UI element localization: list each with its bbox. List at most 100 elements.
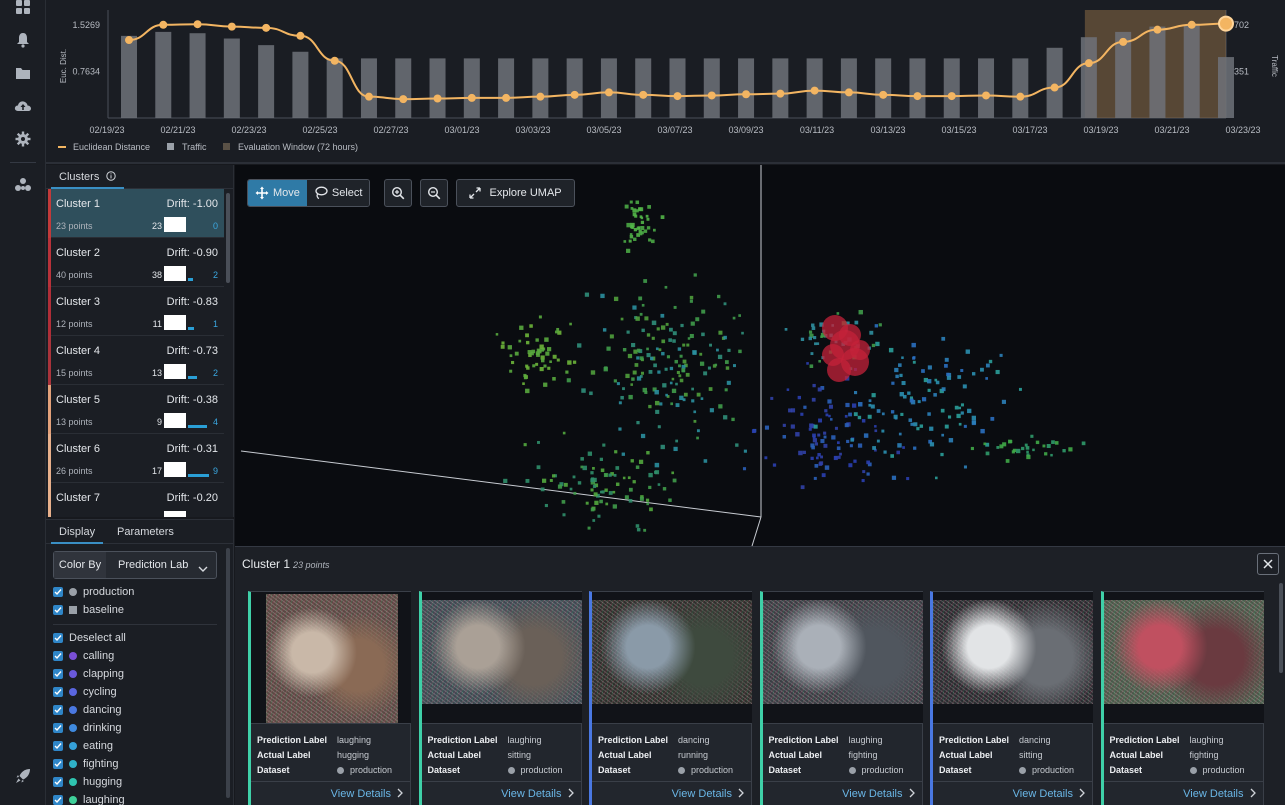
cluster-row[interactable]: Cluster 3 Drift: -0.83 12 points 11 1 [48,287,224,336]
label-checkbox[interactable]: clapping [53,666,124,682]
umap-point [940,408,945,413]
image-card[interactable]: Prediction Label laughing Actual Label figh… [759,591,923,805]
umap-point [917,400,921,404]
zoom-in-button[interactable] [384,179,413,207]
card-thumbnail[interactable] [1103,592,1264,723]
grid-icon[interactable] [13,0,33,17]
view-details-link[interactable]: View Details [1103,781,1264,805]
umap-point [639,496,644,501]
umap-point [629,200,633,204]
umap-point [661,351,665,356]
label-checkbox[interactable]: calling [53,648,114,664]
umap-point [643,229,648,233]
color-by-select[interactable]: Color By Prediction Lab [53,551,217,579]
cluster-row[interactable]: Cluster 6 Drift: -0.31 26 points 17 9 [48,434,224,483]
cluster-row[interactable]: Cluster 2 Drift: -0.90 40 points 38 2 [48,238,224,287]
cloud-upload-icon[interactable] [13,96,33,116]
cluster-row[interactable]: Cluster 1 Drift: -1.00 23 points 23 0 [48,189,224,238]
umap-point [538,315,542,319]
image-card[interactable]: Prediction Label dancing Actual Label runni… [589,591,752,805]
traffic-bar [429,58,446,118]
timeline-svg: 1.5269 0.7634 702 351 Euc. Dist. Traffic 02/19… [58,10,1279,152]
cluster-list-scrollbar[interactable] [226,193,230,283]
umap-point [631,342,636,348]
view-details-link[interactable]: View Details [421,781,582,805]
label-checkbox[interactable]: eating [53,738,113,754]
view-details-link[interactable]: View Details [762,781,923,805]
view-details-link[interactable]: View Details [933,781,1093,805]
traffic-bar [738,58,755,118]
umap-point [635,209,639,213]
image-card[interactable]: Prediction Label dancing Actual Label sitti… [930,591,1093,805]
gear-icon[interactable] [13,129,33,149]
umap-point [1026,450,1029,454]
umap-point [495,333,499,336]
view-details-link[interactable]: View Details [592,781,752,805]
card-thumbnail[interactable] [251,592,411,723]
euclidean-distance-point [296,31,305,40]
tab-clusters[interactable]: Clusters [51,165,125,190]
label-checkbox[interactable]: dancing [53,702,122,718]
cluster-row[interactable]: Cluster 4 Drift: -0.73 15 points 13 2 [48,336,224,385]
view-details-link[interactable]: View Details [251,781,411,805]
move-mode-button[interactable]: Move [248,180,307,206]
umap-point [661,339,666,344]
umap-point [724,360,729,364]
zoom-out-button[interactable] [420,179,449,207]
umap-point [557,484,563,489]
close-button[interactable] [1257,553,1279,575]
umap-point [820,332,826,338]
umap-point [980,367,984,372]
umap-point [1009,439,1013,444]
label-checkbox[interactable]: fighting [53,756,118,772]
umap-point [683,392,688,397]
umap-point [735,443,739,447]
select-mode-button[interactable]: Select [306,180,370,206]
umap-point [846,439,850,444]
umap-point [837,455,841,459]
card-thumbnail[interactable] [421,592,582,723]
label-checkbox[interactable]: laughing [53,792,125,805]
image-card[interactable]: Prediction Label laughing Actual Label figh… [1100,591,1264,805]
umap-point [869,330,874,335]
card-thumbnail[interactable] [762,592,923,723]
rocket-icon[interactable] [13,766,33,786]
umap-point [682,359,687,364]
label-checkbox[interactable]: drinking [53,720,122,736]
umap-point [800,485,805,490]
umap-canvas[interactable]: Move Select [235,165,1285,546]
explore-umap-button[interactable]: Explore UMAP [456,179,575,207]
umap-point-cloud[interactable] [235,165,1285,546]
image-card[interactable]: Prediction Label laughing Actual Label sitt… [418,591,582,805]
dataset-checkbox[interactable]: production [53,584,134,600]
tab-display[interactable]: Display [51,520,104,544]
cluster-row[interactable]: Cluster 5 Drift: -0.38 13 points 9 4 [48,385,224,434]
umap-point [990,416,995,421]
cluster-row[interactable]: Cluster 7 Drift: -0.20 [48,483,224,517]
card-thumbnail[interactable] [592,592,752,723]
umap-point [525,388,530,394]
cluster-icon[interactable] [13,175,33,195]
noisy-image [266,594,398,723]
dataset-key: Dataset [939,765,972,775]
dataset-dot [507,766,515,774]
bell-icon[interactable] [13,30,33,50]
umap-point [629,233,633,236]
label-checkbox[interactable]: hugging [53,774,122,790]
image-card[interactable]: Prediction Label laughing Actual Label hugg… [248,591,411,805]
umap-point [923,377,928,383]
card-thumbnail[interactable] [933,592,1093,723]
display-panel-scrollbar[interactable] [226,548,230,798]
timeline-chart[interactable]: 1.5269 0.7634 702 351 Euc. Dist. Traffic 02/19… [46,0,1285,164]
tab-parameters[interactable]: Parameters [117,526,174,538]
info-icon[interactable] [106,166,117,190]
umap-point [902,446,905,449]
detail-scrollbar[interactable] [1279,583,1283,673]
umap-point [828,404,833,409]
label-checkbox[interactable]: cycling [53,684,117,700]
dataset-checkbox[interactable]: baseline [53,602,124,618]
deselect-all-checkbox[interactable]: Deselect all [53,630,126,646]
y-left-axis-label: Euc. Dist. [59,49,68,83]
folder-icon[interactable] [13,63,33,83]
umap-point [1050,453,1053,457]
